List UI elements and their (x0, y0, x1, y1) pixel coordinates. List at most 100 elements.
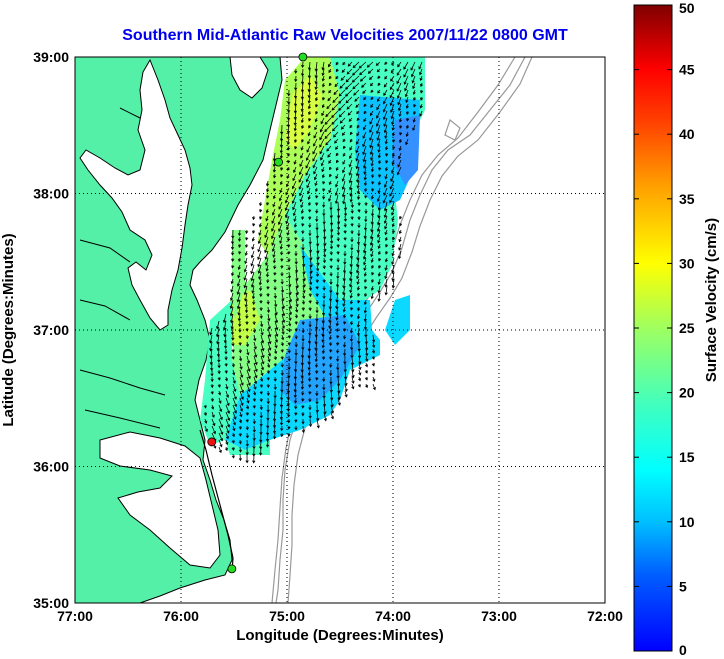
velocity-arrow (338, 89, 346, 97)
velocity-arrow (315, 103, 319, 108)
velocity-arrow (286, 404, 291, 412)
velocity-arrow (399, 215, 403, 220)
velocity-arrow (376, 194, 381, 203)
velocity-arrow (288, 306, 292, 316)
velocity-arrow (274, 320, 279, 331)
velocity-arrow (328, 180, 332, 186)
velocity-arrow (315, 383, 319, 389)
velocity-arrow (357, 201, 361, 207)
velocity-arrow (245, 453, 249, 464)
velocity-arrow (349, 271, 353, 282)
velocity-arrow (365, 341, 369, 351)
velocity-arrow (273, 362, 277, 367)
velocity-arrow (397, 159, 402, 168)
velocity-arrow (294, 411, 298, 416)
velocity-arrow (294, 404, 298, 410)
velocity-arrow (259, 215, 263, 220)
velocity-arrow (253, 355, 258, 366)
velocity-arrow (350, 208, 354, 214)
velocity-arrow (377, 243, 381, 250)
velocity-arrow (253, 383, 257, 390)
velocity-arrow (225, 404, 230, 414)
velocity-arrow (329, 236, 334, 244)
velocity-arrow (236, 299, 241, 310)
velocity-arrow (277, 215, 283, 226)
velocity-arrow (285, 215, 290, 225)
velocity-arrow (265, 215, 269, 222)
velocity-arrow (389, 180, 395, 190)
velocity-arrow (336, 257, 340, 263)
velocity-arrow (260, 362, 265, 371)
velocity-arrow (281, 334, 285, 341)
velocity-arrow (245, 439, 249, 447)
velocity-arrow (371, 264, 375, 269)
velocity-arrow (309, 271, 313, 280)
velocity-arrow (298, 173, 304, 183)
velocity-arrow (315, 362, 319, 368)
velocity-arrow (295, 278, 299, 289)
velocity-arrow (383, 117, 388, 128)
velocity-arrow (357, 229, 361, 237)
velocity-arrow (355, 138, 360, 145)
velocity-arrow (322, 180, 326, 185)
velocity-arrow (356, 313, 361, 320)
velocity-arrow (308, 292, 312, 298)
velocity-arrow (294, 229, 298, 234)
velocity-arrow (336, 271, 340, 280)
velocity-arrow (294, 341, 298, 348)
velocity-arrow (343, 229, 347, 234)
velocity-arrow (344, 383, 348, 393)
velocity-arrow (250, 264, 255, 275)
velocity-arrow (351, 369, 355, 379)
velocity-arrow (224, 341, 228, 349)
velocity-arrow (322, 397, 327, 408)
velocity-arrow (376, 110, 381, 119)
velocity-arrow (232, 411, 237, 420)
velocity-arrow (222, 320, 227, 331)
velocity-arrow (312, 145, 318, 155)
velocity-arrow (363, 271, 367, 277)
velocity-arrow (349, 194, 353, 203)
velocity-arrow (384, 75, 388, 80)
velocity-arrow (369, 117, 374, 125)
velocity-arrow (362, 124, 367, 131)
velocity-arrow (232, 376, 236, 384)
velocity-arrow (266, 278, 270, 284)
velocity-arrow (342, 264, 347, 274)
velocity-arrow (281, 292, 285, 302)
velocity-arrow (349, 278, 353, 288)
velocity-arrow (307, 362, 311, 371)
velocity-arrow (328, 61, 332, 68)
velocity-arrow (305, 166, 311, 176)
velocity-arrow (273, 432, 277, 440)
velocity-arrow (322, 201, 326, 208)
velocity-arrow (384, 264, 388, 271)
velocity-arrow (322, 96, 326, 101)
velocity-arrow (272, 250, 276, 258)
velocity-arrow (331, 103, 339, 111)
velocity-arrow (273, 383, 277, 391)
velocity-arrow (210, 369, 214, 377)
velocity-arrow (377, 236, 381, 244)
velocity-arrow (352, 82, 360, 90)
velocity-arrow (370, 194, 374, 200)
velocity-arrow (308, 404, 312, 411)
velocity-arrow (357, 383, 361, 388)
y-tick-label: 39:00 (33, 49, 69, 65)
velocity-arrow (273, 271, 277, 276)
velocity-arrow (287, 243, 291, 248)
velocity-arrow (363, 117, 367, 123)
velocity-arrow (355, 103, 360, 108)
velocity-arrow (356, 271, 360, 280)
velocity-arrow (343, 320, 347, 325)
velocity-arrow (260, 320, 264, 328)
velocity-arrow (369, 236, 374, 246)
velocity-arrow (253, 390, 257, 396)
velocity-arrow (316, 264, 320, 272)
velocity-arrow (301, 313, 305, 318)
velocity-arrow (343, 208, 348, 217)
velocity-arrow (369, 124, 374, 134)
velocity-arrow (238, 334, 242, 339)
velocity-arrow (337, 215, 341, 225)
velocity-arrow (345, 96, 353, 104)
